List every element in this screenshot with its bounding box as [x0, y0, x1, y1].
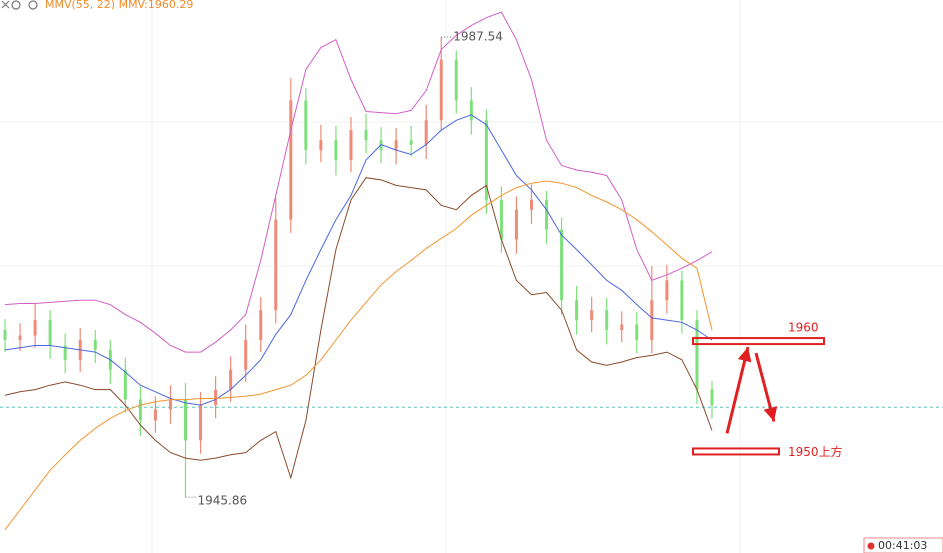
candle-body: [514, 209, 518, 240]
candle-body: [199, 405, 203, 441]
clock: 00:41:03: [863, 537, 943, 553]
candle-body: [394, 140, 398, 151]
candle-body: [274, 219, 278, 311]
candle-body: [33, 320, 37, 336]
candle-body: [469, 100, 473, 121]
plot: 1987.54 1945.86 1960 1950上方: [0, 11, 943, 531]
candle-body: [214, 389, 218, 406]
candle-body: [334, 140, 338, 161]
candle-body: [695, 320, 699, 390]
annotation-box: [692, 337, 825, 346]
indicator-line: [4, 177, 713, 480]
candle-body: [289, 100, 293, 220]
candle-body: [635, 324, 639, 340]
candle-body: [710, 389, 714, 406]
candle-body: [499, 199, 503, 240]
candle-body: [665, 280, 669, 301]
candle-body: [93, 339, 97, 350]
toolbar-icons[interactable]: [1, 0, 38, 10]
settings-icon[interactable]: [11, 0, 21, 10]
indicator-line: [4, 114, 713, 406]
low-label: 1945.86: [198, 494, 248, 508]
close-icon[interactable]: [1, 0, 10, 9]
candle-body: [484, 120, 488, 200]
indicator-legend: MMV(55, 22) MMV:1960.29: [45, 0, 193, 11]
candle-body: [123, 369, 127, 400]
candle-body: [244, 339, 248, 370]
candle-body: [18, 335, 22, 340]
indicator-line: [4, 11, 713, 353]
candle-body: [3, 330, 7, 340]
candle-body: [168, 399, 172, 410]
candle-body: [560, 229, 564, 301]
candle-body: [409, 140, 413, 145]
arrow-head: [737, 347, 752, 363]
candle-body: [153, 409, 157, 421]
arrow-head: [763, 406, 778, 422]
high-label: 1987.54: [453, 30, 503, 44]
candle-body: [439, 59, 443, 121]
candle-body: [319, 140, 323, 151]
candle-body: [63, 345, 67, 360]
candle-body: [620, 324, 624, 331]
candle-body: [48, 320, 52, 346]
candle-body: [184, 399, 188, 441]
candle-body: [575, 300, 579, 321]
annotation-label: 1950上方: [788, 444, 843, 459]
clock-box: [863, 537, 943, 553]
candle-body: [454, 59, 458, 101]
clock-icon: [867, 542, 875, 550]
candle-body: [364, 130, 368, 141]
arrow-shaft: [725, 346, 750, 434]
candle-body: [138, 399, 142, 421]
candle-body: [304, 100, 308, 151]
candle-body: [680, 280, 684, 321]
annotation-box: [692, 447, 780, 456]
candle-body: [545, 199, 549, 230]
candle-body: [590, 310, 594, 321]
candle-body: [529, 199, 533, 210]
clock-time: 00:41:03: [878, 539, 927, 552]
candle-body: [349, 130, 353, 161]
candle-body: [259, 310, 263, 340]
candle-body: [229, 369, 233, 390]
candle-body: [424, 120, 428, 145]
indicator-line: [4, 180, 713, 531]
visibility-icon[interactable]: [28, 0, 38, 10]
candle-body: [650, 300, 654, 340]
candle-body: [605, 310, 609, 331]
annotation-label: 1960: [788, 321, 819, 335]
